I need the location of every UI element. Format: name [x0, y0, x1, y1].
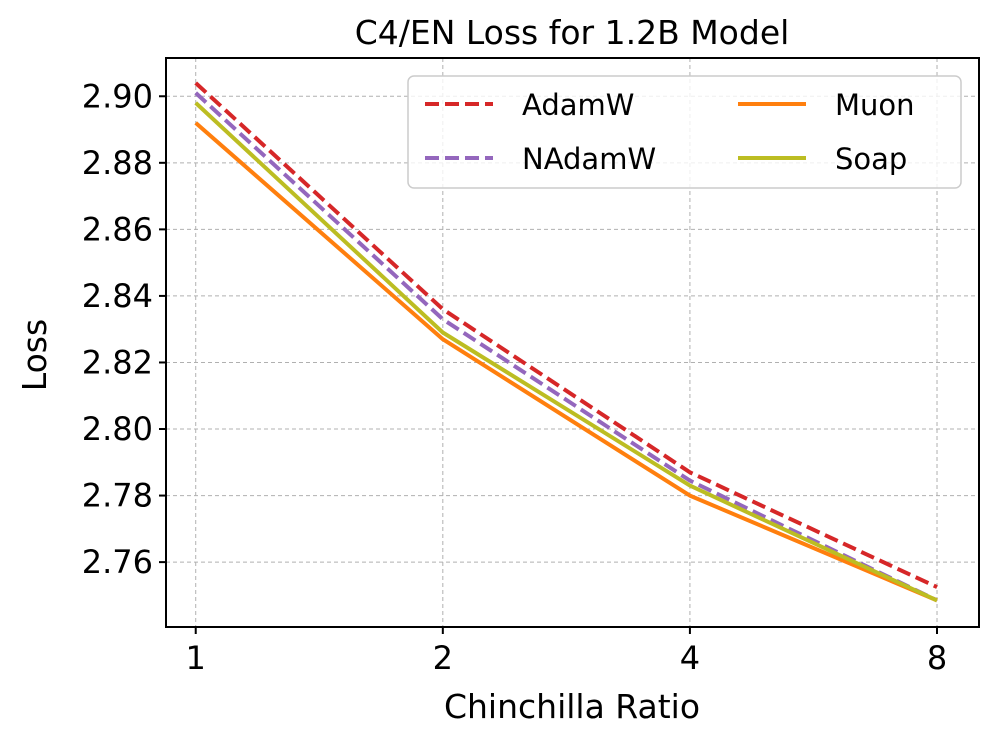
series-lines: [194, 81, 938, 603]
series-line-muon: [194, 121, 938, 603]
y-tick-label: 2.80: [82, 410, 153, 448]
chart-title: C4/EN Loss for 1.2B Model: [355, 13, 790, 52]
y-tick-label: 2.78: [82, 477, 153, 515]
y-tick-label: 2.76: [82, 543, 153, 581]
x-axis-ticks: 1 2 4 8: [186, 627, 947, 677]
legend-label-adamw: AdamW: [522, 88, 634, 122]
x-tick-label: 2: [433, 639, 453, 677]
legend: AdamW NAdamW Muon Soap: [407, 75, 962, 189]
y-tick-label: 2.90: [82, 77, 153, 115]
x-tick-label: 1: [186, 639, 206, 677]
plot-frame: [165, 57, 980, 628]
legend-frame: [407, 75, 962, 189]
x-tick-label: 4: [680, 639, 700, 677]
series-line-soap: [194, 101, 938, 603]
y-tick-label: 2.86: [82, 210, 153, 248]
y-tick-label: 2.88: [82, 144, 153, 182]
series-line-nadamw: [194, 91, 938, 603]
y-axis-ticks: 2.76 2.78 2.80 2.82 2.84 2.86 2.88 2.90: [82, 77, 166, 581]
legend-label-nadamw: NAdamW: [522, 142, 656, 176]
series-line-adamw: [194, 81, 938, 589]
y-axis-label: Loss: [15, 319, 54, 391]
x-axis-label: Chinchilla Ratio: [444, 687, 700, 726]
legend-label-soap: Soap: [835, 142, 907, 176]
y-tick-label: 2.84: [82, 277, 153, 315]
y-tick-label: 2.82: [82, 343, 153, 381]
x-tick-label: 8: [927, 639, 947, 677]
legend-label-muon: Muon: [835, 88, 915, 122]
